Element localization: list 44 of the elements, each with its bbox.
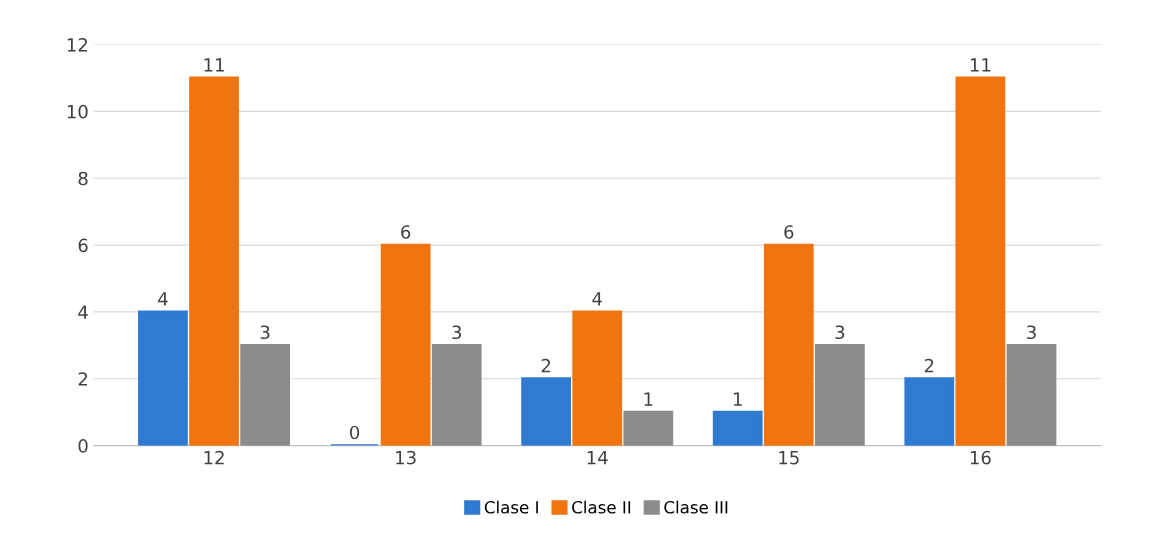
x-tick-label: 12 bbox=[204, 450, 224, 465]
bar bbox=[138, 310, 188, 446]
bar bbox=[572, 310, 623, 446]
bar bbox=[189, 76, 239, 446]
data-label: 11 bbox=[204, 58, 224, 72]
bar bbox=[380, 243, 431, 446]
y-tick-label: 8 bbox=[78, 171, 88, 186]
data-label: 4 bbox=[158, 292, 168, 306]
legend-label: Clase III bbox=[664, 500, 728, 514]
bar bbox=[763, 243, 814, 446]
x-tick-label: 15 bbox=[779, 451, 799, 465]
data-label: 3 bbox=[835, 325, 845, 340]
data-label: 2 bbox=[924, 358, 934, 373]
bar bbox=[904, 377, 955, 446]
bar bbox=[623, 410, 674, 446]
bar bbox=[814, 343, 865, 446]
data-label: 11 bbox=[970, 58, 991, 72]
y-tick-label: 2 bbox=[78, 372, 88, 386]
data-label: 6 bbox=[401, 225, 411, 239]
data-label: 2 bbox=[541, 358, 551, 373]
legend-label: Clase I bbox=[484, 500, 538, 514]
x-tick-label: 13 bbox=[396, 450, 416, 465]
bar bbox=[431, 343, 482, 446]
data-label: 3 bbox=[1027, 325, 1036, 340]
x-tick-label: 16 bbox=[970, 450, 991, 465]
x-tick-label: 14 bbox=[587, 451, 608, 465]
bar bbox=[955, 76, 1006, 446]
y-tick-label: 12 bbox=[67, 38, 88, 52]
data-label: 1 bbox=[644, 392, 653, 406]
legend-label: Clase II bbox=[572, 500, 631, 514]
bar bbox=[240, 343, 291, 446]
bar bbox=[521, 377, 572, 446]
data-label: 0 bbox=[349, 425, 360, 440]
y-tick-label: 6 bbox=[78, 238, 88, 253]
data-label: 3 bbox=[260, 325, 270, 340]
bar bbox=[712, 410, 763, 446]
data-label: 6 bbox=[784, 225, 794, 239]
y-tick-label: 10 bbox=[67, 104, 88, 119]
data-label: 3 bbox=[452, 325, 462, 340]
data-label: 1 bbox=[733, 392, 742, 406]
data-label: 4 bbox=[592, 292, 602, 306]
y-tick-label: 0 bbox=[78, 439, 88, 453]
y-tick-label: 4 bbox=[78, 305, 88, 319]
bar bbox=[1006, 343, 1057, 446]
